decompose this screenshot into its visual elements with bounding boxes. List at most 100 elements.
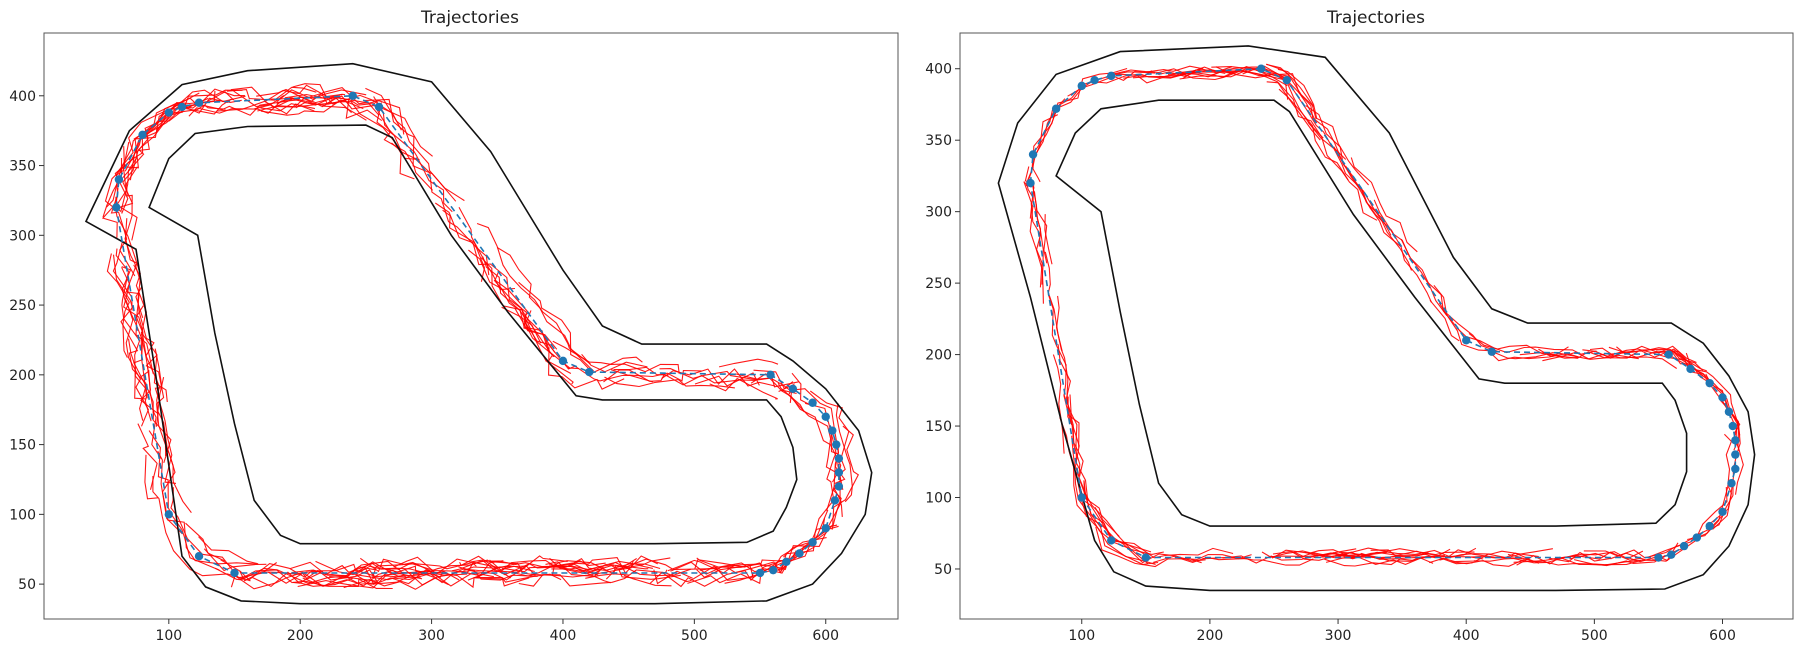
waypoint-point — [585, 367, 594, 377]
trajectory-line — [1671, 356, 1739, 436]
waypoint-point — [821, 524, 830, 533]
trajectory-line — [496, 247, 594, 372]
trajectory-line — [603, 369, 756, 386]
y-tick-label: 100 — [925, 491, 952, 507]
x-tick-label: 500 — [1581, 628, 1608, 644]
x-tick-label: 300 — [418, 628, 445, 644]
trajectory-line — [216, 100, 315, 115]
trajectory-line — [302, 569, 460, 587]
track-outer-boundary — [997, 45, 1756, 592]
y-tick-label: 50 — [18, 577, 36, 593]
trajectory-group — [1023, 63, 1744, 568]
trajectory-line — [239, 570, 323, 582]
trajectory-line — [1313, 553, 1473, 565]
trajectory-line — [552, 340, 680, 374]
waypoint-point — [194, 552, 204, 561]
trajectory-line — [365, 87, 465, 202]
waypoint-point — [1487, 347, 1497, 356]
trajectory-line — [1052, 354, 1065, 454]
trajectory-line — [1513, 559, 1658, 566]
trajectory-line — [1278, 88, 1349, 181]
trajectory-line — [1337, 547, 1475, 558]
track-inner-boundary — [148, 124, 798, 545]
waypoint-point — [1705, 521, 1714, 531]
trajectory-line — [1094, 507, 1234, 559]
trajectory-line — [694, 372, 760, 387]
trajectory-line — [1277, 68, 1370, 186]
waypoint-point — [194, 98, 204, 107]
waypoint-point — [821, 412, 830, 421]
trajectory-line — [102, 157, 123, 218]
x-tick-label: 400 — [1453, 628, 1480, 644]
trajectory-line — [1429, 299, 1460, 342]
chart-title: Trajectories — [420, 8, 519, 28]
trajectory-line — [1547, 351, 1639, 360]
trajectory-line — [1373, 199, 1461, 333]
waypoint-point — [230, 568, 239, 578]
trajectory-line — [659, 368, 793, 403]
y-tick-label: 50 — [934, 562, 952, 578]
waypoint-point — [1077, 493, 1086, 502]
waypoint-point — [558, 356, 568, 366]
waypoint-point — [1686, 364, 1695, 374]
trajectory-line — [1202, 557, 1314, 566]
trajectory-line — [170, 487, 278, 579]
x-tick-label: 100 — [1068, 628, 1095, 644]
waypoint-point — [788, 384, 798, 393]
trajectory-line — [112, 242, 133, 311]
waypoint-point — [1141, 553, 1151, 562]
trajectory-line — [548, 347, 625, 390]
waypoint-point — [138, 130, 147, 140]
y-tick-label: 350 — [925, 133, 952, 149]
trajectory-line — [157, 376, 192, 514]
trajectory-line — [474, 577, 530, 587]
trajectory-line — [459, 555, 568, 573]
trajectory-line — [1488, 350, 1560, 362]
waypoint-point — [1731, 436, 1740, 445]
trajectory-line — [501, 555, 659, 575]
waypoint-point — [795, 549, 804, 558]
reference-path — [115, 94, 840, 574]
x-tick-label: 600 — [812, 628, 839, 644]
trajectory-line — [127, 338, 146, 400]
trajectory-line — [718, 358, 779, 368]
trajectory-line — [1400, 238, 1448, 317]
trajectory-line — [1023, 181, 1044, 304]
trajectory-line — [121, 266, 152, 422]
waypoint-point — [755, 568, 765, 578]
waypoint-point — [768, 565, 778, 575]
trajectory-line — [185, 522, 226, 562]
trajectory-line — [476, 563, 615, 578]
waypoint-point — [834, 482, 844, 491]
plot-area — [84, 62, 873, 605]
waypoint-point — [164, 108, 174, 117]
waypoint-point — [808, 398, 817, 407]
trajectory-line — [494, 270, 580, 370]
waypoint-point — [1727, 479, 1736, 488]
trajectory-line — [220, 559, 404, 581]
waypoint-point — [1026, 178, 1035, 188]
track-inner-boundary — [1055, 99, 1688, 527]
trajectory-line — [518, 569, 668, 587]
trajectory-line — [230, 571, 393, 590]
trajectory-line — [371, 561, 511, 578]
waypoint-point — [114, 175, 124, 184]
x-tick-label: 300 — [1325, 628, 1352, 644]
waypoint-point — [374, 102, 384, 112]
trajectory-line — [112, 254, 148, 399]
trajectory-line — [1044, 214, 1053, 265]
trajectory-line — [1112, 66, 1236, 75]
waypoint-point — [1705, 378, 1714, 388]
trajectory-line — [1095, 526, 1202, 568]
trajectory-line — [667, 559, 736, 574]
waypoint-point — [1692, 533, 1702, 542]
trajectory-line — [154, 348, 177, 484]
trajectory-line — [140, 363, 159, 427]
trajectory-line — [292, 83, 343, 98]
waypoint-point — [1256, 64, 1266, 73]
waypoint-point — [1731, 450, 1740, 459]
trajectory-line — [605, 564, 654, 580]
trajectory-line — [1056, 295, 1080, 448]
trajectory-line — [157, 450, 183, 535]
trajectory-line — [315, 560, 393, 576]
